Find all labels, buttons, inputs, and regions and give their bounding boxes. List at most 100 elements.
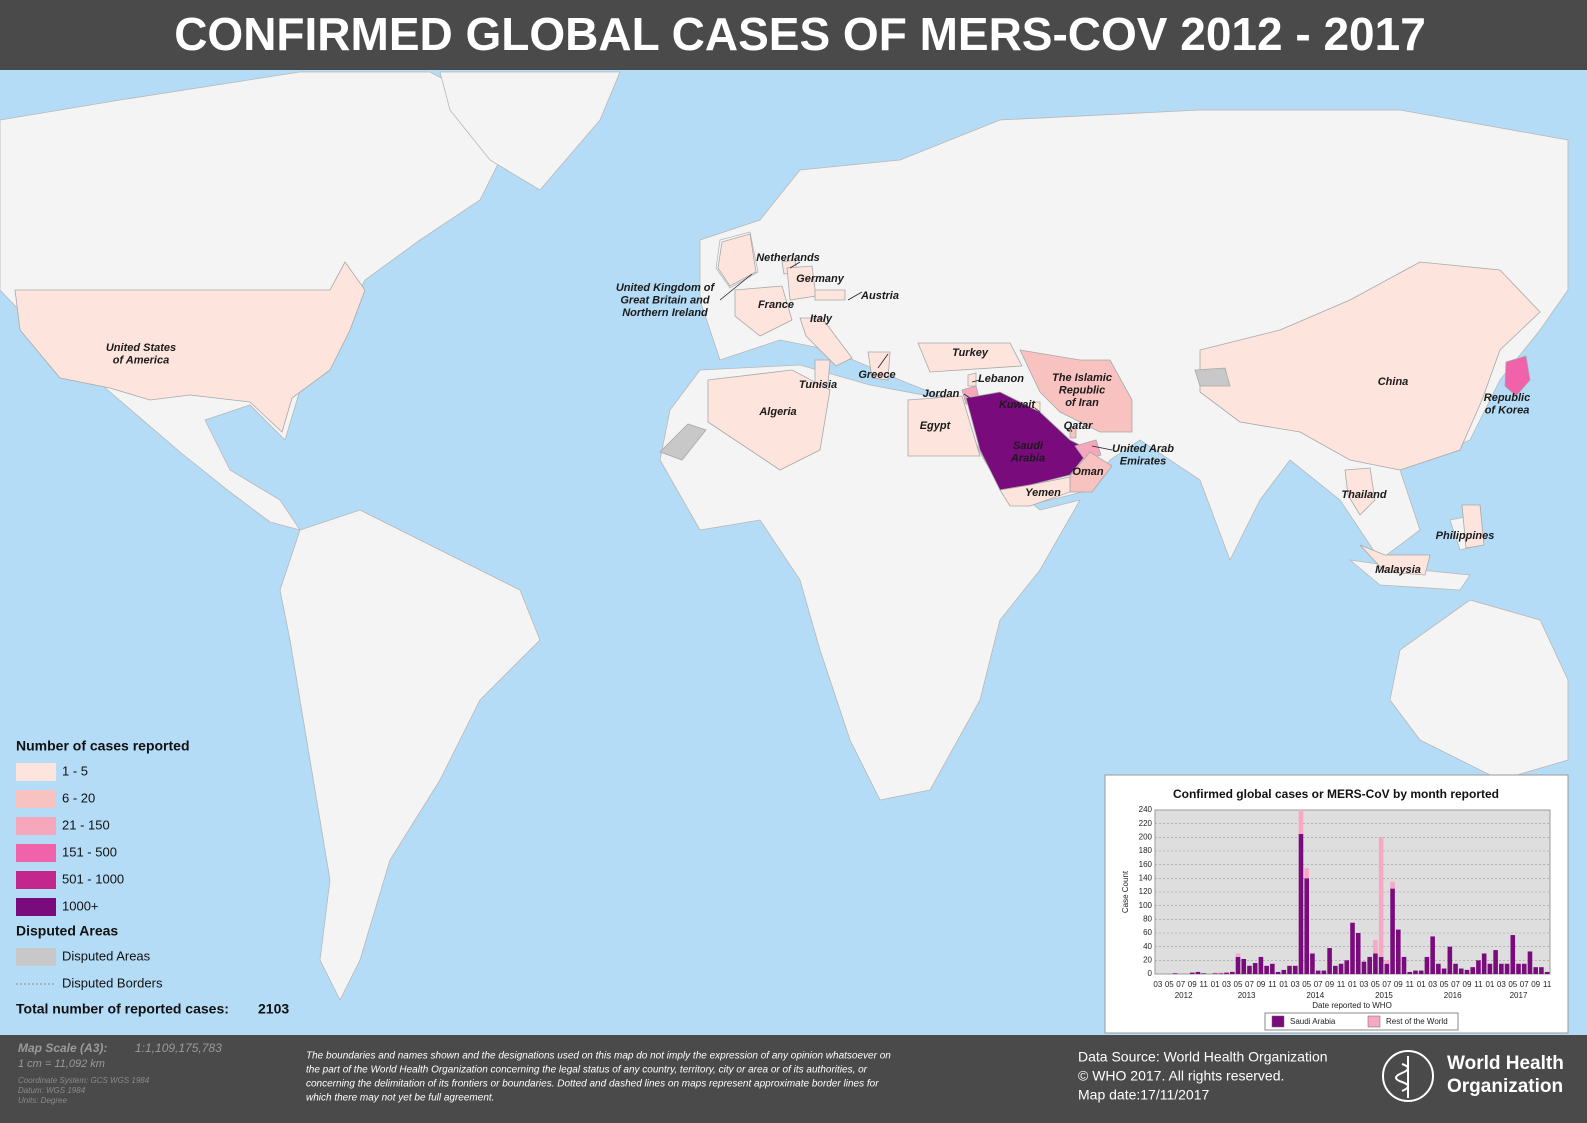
bar [1390,881,1395,889]
x-tick-label: 03 [1428,980,1437,989]
legend-swatch [1367,1015,1381,1028]
leader-line [963,393,971,399]
year-label: 2014 [1306,991,1324,1000]
bar [1361,961,1367,974]
x-tick-label: 03 [1222,980,1231,989]
land [0,71,1569,1001]
landmass [439,71,621,191]
country [1359,544,1431,576]
bar [1270,963,1275,974]
coordinate-system: Coordinate System: GCS WGS 1984 [18,1076,150,1085]
legend-label: Disputed Borders [62,975,163,990]
country [707,369,831,471]
who-emblem [1382,1050,1434,1102]
country-label: United Arab [1112,443,1174,455]
bar [1304,868,1309,879]
bar [1229,971,1235,974]
x-tick-label: 05 [1440,980,1449,989]
footer: Map Scale (A3): 1:1,109,175,783 1 cm = 1… [18,1041,1564,1105]
bar [1481,953,1487,974]
bar [1476,960,1481,974]
total-label: Total number of reported cases: [16,1001,229,1017]
x-tick-label: 01 [1485,980,1494,989]
y-tick-label: 80 [1143,914,1152,923]
bar [1533,967,1538,974]
copyright: © WHO 2017. All rights reserved. [1078,1068,1284,1084]
x-tick-label: 11 [1337,980,1346,989]
bar [1292,965,1298,974]
bar [1315,970,1321,974]
year-label: 2013 [1238,991,1256,1000]
bar [1430,936,1435,974]
country-label: Malaysia [1375,564,1421,576]
country-label: Greece [858,369,895,381]
country-label: Kuwait [999,399,1036,411]
legend-swatch [16,790,56,808]
x-tick-label: 09 [1188,980,1197,989]
bar [1499,963,1504,974]
leader-line [877,353,889,369]
country [907,395,981,457]
y-tick-label: 220 [1139,819,1153,828]
bar [1258,956,1264,974]
country-label: of America [113,354,169,366]
y-tick-label: 180 [1139,846,1153,855]
legend-subtitle: Disputed Areas [16,923,118,939]
country [967,372,977,387]
x-axis-label: Date reported to WHO [1312,1001,1392,1010]
disputed-area [1194,367,1231,387]
who-logo-text: Organization [1447,1076,1563,1097]
y-tick-label: 120 [1139,887,1153,896]
landmass [279,509,541,1001]
x-tick-label: 09 [1531,980,1540,989]
legend-label: 501 - 1000 [62,871,124,886]
country [999,476,1071,507]
country [799,317,853,367]
country-label: United States [106,342,176,354]
bar [1544,971,1550,974]
country-label: of Korea [1485,404,1530,416]
country [1461,504,1485,549]
bar [1396,929,1401,974]
disclaimer: concerning the delimitation of its front… [306,1079,879,1090]
x-tick-label: 03 [1359,980,1368,989]
bar [1413,970,1418,974]
bar [1241,958,1247,974]
country-label: Austria [860,290,899,302]
y-tick-label: 200 [1139,832,1153,841]
legend-label: 1 - 5 [62,763,88,778]
bar [1384,963,1390,974]
leader-line [1069,427,1073,433]
x-tick-label: 11 [1474,980,1483,989]
bar [1310,953,1315,974]
legend-swatch [16,763,56,781]
y-axis-label: Case Count [1121,870,1130,913]
bar [1344,960,1350,974]
bar [1287,965,1292,966]
country [814,359,831,386]
country [917,342,1023,373]
bar [1224,972,1229,974]
bar [1458,968,1464,974]
x-tick-label: 11 [1268,980,1277,989]
y-tick-label: 60 [1143,928,1152,937]
landmass [1389,599,1569,781]
legend-label: 6 - 20 [62,790,95,805]
bar [1493,950,1498,974]
x-tick-label: 01 [1211,980,1220,989]
country [1344,467,1376,516]
bar [1378,956,1384,974]
bar [1516,963,1521,974]
country-label: Jordan [923,388,960,400]
bar [1333,965,1338,974]
disclaimer: which there may not yet be full agreemen… [306,1093,494,1104]
x-tick-label: 07 [1245,980,1254,989]
year-label: 2016 [1444,991,1462,1000]
x-tick-label: 11 [1406,980,1415,989]
country-label: The Islamic [1052,372,1112,384]
bar [1281,969,1287,974]
bar [1247,965,1252,974]
legend-label: Disputed Areas [62,948,151,963]
country-label: Turkey [952,347,989,359]
bar [1235,953,1241,957]
